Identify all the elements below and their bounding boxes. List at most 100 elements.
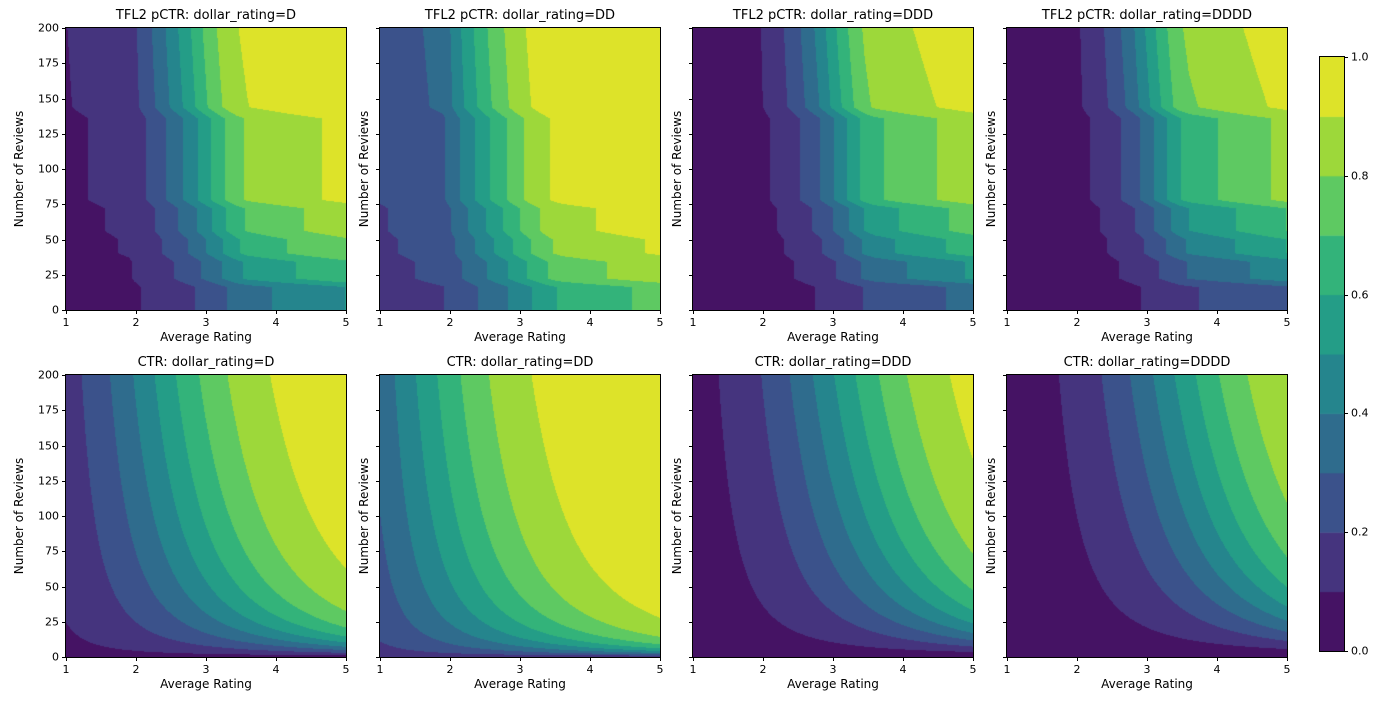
contour-canvas [379,374,661,658]
x-tick-label: 2 [132,316,140,329]
y-tick-mark [62,516,66,517]
y-tick-mark [689,551,693,553]
x-tick-mark [590,310,591,314]
x-tick-mark [136,657,137,661]
y-tick-mark [1003,445,1007,447]
y-tick-mark [62,657,66,658]
x-tick-label: 5 [656,663,664,676]
x-tick-label: 3 [516,316,524,329]
y-axis-label: Number of Reviews [984,457,998,575]
y-tick-mark [1003,586,1007,588]
y-tick-mark [1003,98,1007,100]
x-axis-label: Average Rating [160,677,252,691]
y-tick-label: 25 [45,615,59,629]
x-tick-label: 4 [899,316,907,329]
x-tick-mark [1287,310,1288,314]
y-tick-mark [62,28,66,29]
contour-canvas [1006,374,1288,658]
y-tick-mark [689,274,693,276]
y-tick-mark [62,63,66,65]
subplot-tfl2-pctr-dd: TFL2 pCTR: dollar_rating=DD Number of Re… [357,8,664,344]
x-tick-label: 2 [759,316,767,329]
colorbar-tick-mark [1344,57,1348,58]
y-tick-mark [376,204,380,206]
x-tick-mark [973,310,974,314]
x-tick-label: 5 [969,316,977,329]
y-tick-mark [376,516,380,517]
x-axis-label: Average Rating [474,677,566,691]
x-tick-mark [66,310,67,314]
plot-title: TFL2 pCTR: dollar_rating=DD [424,8,616,23]
x-tick-label: 4 [899,663,907,676]
x-tick-mark [763,310,764,314]
y-tick-mark [376,445,380,447]
x-tick-mark [1217,310,1218,314]
x-tick-label: 4 [272,316,280,329]
x-tick-mark [66,657,67,661]
x-tick-mark [520,657,521,661]
y-tick-mark [1003,657,1007,658]
y-tick-label: 0 [52,650,59,664]
x-tick-mark [833,657,834,661]
colorbar-tick-mark [1344,532,1348,534]
x-tick-label: 1 [1003,316,1011,329]
y-tick-mark [376,551,380,553]
y-tick-mark [376,239,380,241]
y-tick-mark [1003,480,1007,482]
x-tick-label: 4 [1213,316,1221,329]
x-tick-label: 5 [1283,316,1291,329]
x-axis-label: Average Rating [1101,677,1193,691]
plot-title: TFL2 pCTR: dollar_rating=DDDD [1041,8,1253,23]
x-tick-label: 1 [376,316,384,329]
x-tick-label: 1 [689,316,697,329]
subplot-tfl2-pctr-ddd: TFL2 pCTR: dollar_rating=DDD Number of R… [670,8,977,344]
y-tick-mark [1003,621,1007,623]
x-tick-mark [1007,310,1008,314]
y-axis-label: Number of Reviews [670,110,684,228]
subplot-ctr-d: CTR: dollar_rating=D Number of Reviews A… [12,355,350,691]
x-tick-label: 2 [446,663,454,676]
y-tick-mark [376,98,380,100]
y-tick-mark [62,586,66,588]
y-tick-mark [689,657,693,658]
x-tick-label: 4 [272,663,280,676]
y-tick-mark [376,310,380,311]
x-tick-label: 4 [586,316,594,329]
y-tick-mark [376,657,380,658]
x-tick-label: 2 [132,663,140,676]
x-tick-mark [1077,657,1078,661]
y-tick-label: 200 [38,21,59,35]
y-tick-label: 150 [38,439,59,452]
y-tick-mark [689,239,693,241]
y-tick-mark [689,586,693,588]
subplot-ctr-dddd: CTR: dollar_rating=DDDD Number of Review… [984,355,1291,691]
x-tick-label: 5 [342,316,350,329]
y-tick-label: 50 [45,580,59,593]
y-tick-mark [689,98,693,100]
y-tick-mark [1003,274,1007,276]
x-tick-mark [1147,657,1148,661]
colorbar-tick-mark [1344,651,1348,652]
y-tick-label: 200 [38,368,59,382]
x-tick-mark [1147,310,1148,314]
x-tick-label: 3 [1143,663,1151,676]
subplot-ctr-dd: CTR: dollar_rating=DD Number of Reviews … [357,355,664,691]
x-tick-label: 3 [202,663,210,676]
x-tick-mark [346,657,347,661]
y-tick-mark [376,169,380,170]
y-tick-mark [62,375,66,376]
y-tick-mark [376,375,380,376]
contour-canvas [692,27,974,311]
x-tick-mark [1217,657,1218,661]
x-tick-label: 4 [586,663,594,676]
x-tick-label: 3 [829,316,837,329]
colorbar-tick-mark [1344,294,1348,296]
x-tick-label: 5 [342,663,350,676]
x-tick-label: 1 [62,316,70,329]
y-axis-label: Number of Reviews [670,457,684,575]
x-tick-mark [660,310,661,314]
contour-canvas [65,374,347,658]
y-tick-mark [62,204,66,206]
x-tick-mark [450,657,451,661]
x-tick-label: 4 [1213,663,1221,676]
